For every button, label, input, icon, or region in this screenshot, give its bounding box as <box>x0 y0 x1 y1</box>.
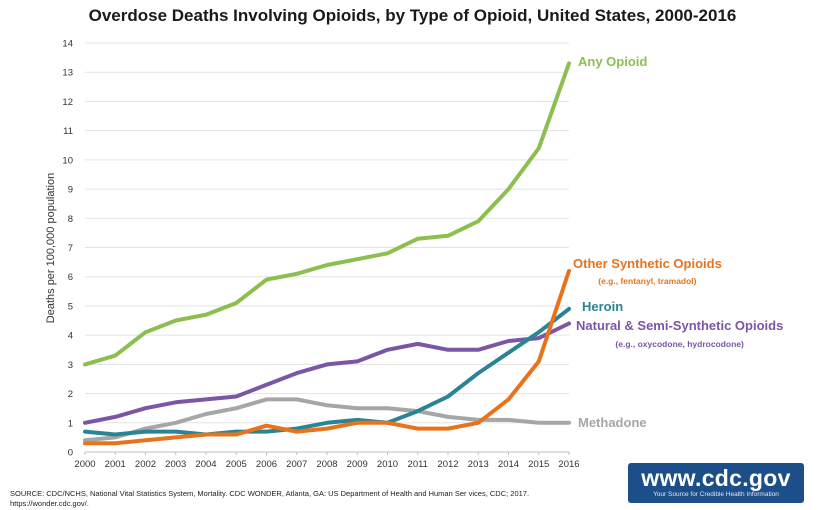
gridlines <box>85 42 569 453</box>
x-tick-label: 2008 <box>316 459 337 470</box>
series-label-other-synthetic-opioids: Other Synthetic Opioids <box>573 256 722 271</box>
series-label-any-opioid: Any Opioid <box>578 54 647 69</box>
x-tick-label: 2016 <box>558 459 579 470</box>
series-sublabel-other-synthetic-opioids: (e.g., fentanyl, tramadol) <box>598 276 696 286</box>
x-tick-label: 2000 <box>74 459 95 470</box>
source-line-2: https://wonder.cdc.gov/. <box>10 499 89 508</box>
series-labels: Any Opioid Other Synthetic Opioids (e.g., … <box>573 54 783 430</box>
y-tick-label: 9 <box>68 185 73 196</box>
series-line-other-synthetic-opioids <box>83 268 571 446</box>
y-tick-label: 4 <box>68 331 73 342</box>
source-note: SOURCE: CDC/NCHS, National Vital Statist… <box>10 489 610 509</box>
source-line-1: SOURCE: CDC/NCHS, National Vital Statist… <box>10 489 530 498</box>
y-axis-label: Deaths per 100,000 population <box>45 173 57 323</box>
x-tick-label: 2010 <box>377 459 398 470</box>
x-tick-label: 2005 <box>226 459 247 470</box>
y-tick-label: 0 <box>68 448 73 459</box>
y-tick-label: 12 <box>62 97 73 108</box>
y-tick-label: 1 <box>68 418 73 429</box>
y-tick-label: 6 <box>68 272 73 283</box>
y-tick-label: 2 <box>68 389 73 400</box>
series-sublabel-natural-semi-synthetic-opioids: (e.g., oxycodone, hydrocodone) <box>615 339 744 349</box>
series-label-natural-semi-synthetic-opioids: Natural & Semi-Synthetic Opioids <box>576 318 783 333</box>
x-tick-label: 2003 <box>165 459 186 470</box>
series-line-any-opioid <box>83 61 571 367</box>
series-lines <box>83 61 571 446</box>
x-tick-label: 2007 <box>286 459 307 470</box>
chart-title: Overdose Deaths Involving Opioids, by Ty… <box>88 6 737 25</box>
x-tick-label: 2001 <box>105 459 126 470</box>
x-tick-label: 2004 <box>195 459 216 470</box>
y-tick-label: 13 <box>62 68 73 79</box>
series-label-methadone: Methadone <box>578 415 647 430</box>
y-tick-label: 8 <box>68 214 73 225</box>
x-tick-label: 2006 <box>256 459 277 470</box>
series-line-methadone <box>83 397 571 443</box>
y-tick-label: 5 <box>68 301 73 312</box>
cdc-logo-url: www.cdc.gov <box>641 465 791 491</box>
x-tick-label: 2002 <box>135 459 156 470</box>
x-tick-label: 2014 <box>498 459 519 470</box>
cdc-logo-tagline: Your Source for Credible Health Informat… <box>653 491 779 498</box>
series-line-natural-semi-synthetic-opioids <box>83 321 571 425</box>
series-line-heroin <box>83 306 571 437</box>
x-tick-label: 2013 <box>468 459 489 470</box>
y-tick-label: 3 <box>68 360 73 371</box>
y-tick-label: 14 <box>62 39 73 50</box>
x-tick-label: 2012 <box>437 459 458 470</box>
x-tick-label: 2015 <box>528 459 549 470</box>
x-tick-label: 2011 <box>408 459 428 470</box>
cdc-logo: www.cdc.gov Your Source for Credible Hea… <box>628 463 804 503</box>
y-tick-label: 10 <box>62 155 73 166</box>
x-tick-label: 2009 <box>347 459 368 470</box>
series-label-heroin: Heroin <box>582 299 623 314</box>
y-tick-label: 11 <box>63 126 73 137</box>
axes: Deaths per 100,000 population 0123456789… <box>45 39 580 471</box>
y-tick-label: 7 <box>68 243 73 254</box>
